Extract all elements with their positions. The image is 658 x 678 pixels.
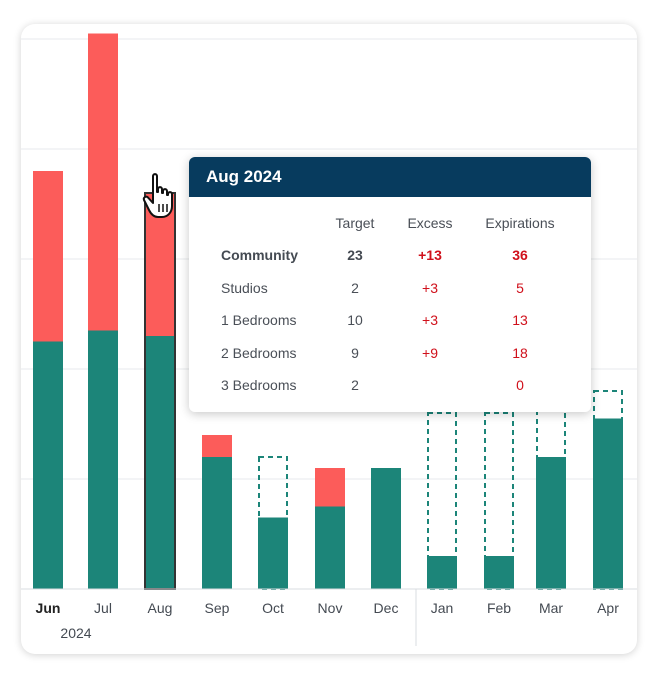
row-excess: +3 [422, 280, 438, 296]
row-target: 23 [347, 247, 363, 263]
row-excess: +9 [422, 345, 438, 361]
bar-target-feb [484, 556, 514, 589]
tooltip-row-3-bedrooms: 3 Bedrooms 2 0 [189, 373, 591, 397]
x-tick-label: Jul [94, 600, 112, 616]
hand-pointer-icon [142, 173, 173, 218]
row-target: 2 [351, 280, 359, 296]
col-target: Target [335, 215, 375, 231]
bar-excess-jun [33, 171, 63, 342]
chart-card: Jun Jul Aug Sep Oct Nov Dec Jan Feb Mar Apr 2024 Au… [21, 24, 637, 654]
row-excess: +13 [418, 247, 442, 263]
x-tick-label: Sep [205, 600, 230, 616]
tooltip-header-row: Target Excess Expirations [189, 211, 591, 235]
x-tick-label: Apr [597, 600, 619, 616]
tooltip-row-community: Community 23 +13 36 [189, 243, 591, 267]
x-tick-label: Oct [262, 600, 284, 616]
row-name: Community [221, 247, 298, 263]
row-name: 3 Bedrooms [221, 377, 297, 393]
row-name: 2 Bedrooms [221, 345, 297, 361]
x-tick-label: Feb [487, 600, 511, 616]
bar-target-nov [315, 506, 345, 589]
bar-target-apr [593, 418, 623, 589]
x-tick-label: Aug [148, 600, 173, 616]
row-expirations: 18 [512, 345, 528, 361]
tooltip-title: Aug 2024 [189, 157, 591, 197]
row-name: 1 Bedrooms [221, 312, 297, 328]
year-label: 2024 [60, 625, 91, 641]
row-target: 2 [351, 377, 359, 393]
bar-target-sep [202, 457, 232, 589]
bar-excess-sep [202, 435, 232, 457]
col-expirations: Expirations [485, 215, 555, 231]
bar-excess-jul [88, 33, 118, 331]
col-excess: Excess [407, 215, 453, 231]
bar-target-jan [427, 556, 457, 589]
x-tick-label: Jan [431, 600, 454, 616]
row-expirations: 13 [512, 312, 528, 328]
tooltip-row-2-bedrooms: 2 Bedrooms 9 +9 18 [189, 341, 591, 365]
row-excess: +3 [422, 312, 438, 328]
bar-excess-nov [315, 468, 345, 507]
bar-target-mar [536, 457, 566, 589]
bar-target-jun [33, 341, 63, 589]
x-tick-label: Mar [539, 600, 563, 616]
row-target: 10 [347, 312, 363, 328]
bar-target-dec [371, 468, 401, 589]
row-target: 9 [351, 345, 359, 361]
bar-target-aug [145, 336, 175, 589]
row-expirations: 5 [516, 280, 524, 296]
bar-chart[interactable]: Jun Jul Aug Sep Oct Nov Dec Jan Feb Mar Apr 2024 [21, 24, 637, 654]
row-name: Studios [221, 280, 268, 296]
bar-target-jul [88, 330, 118, 589]
row-expirations: 36 [512, 247, 528, 263]
row-expirations: 0 [516, 377, 524, 393]
x-tick-label: Dec [374, 600, 399, 616]
bar-target-oct [258, 517, 288, 589]
chart-tooltip: Aug 2024 Target Excess Expirations Commu… [189, 157, 591, 412]
x-tick-label: Jun [36, 600, 61, 616]
tooltip-row-studios: Studios 2 +3 5 [189, 276, 591, 300]
x-tick-label: Nov [318, 600, 343, 616]
tooltip-row-1-bedrooms: 1 Bedrooms 10 +3 13 [189, 308, 591, 332]
